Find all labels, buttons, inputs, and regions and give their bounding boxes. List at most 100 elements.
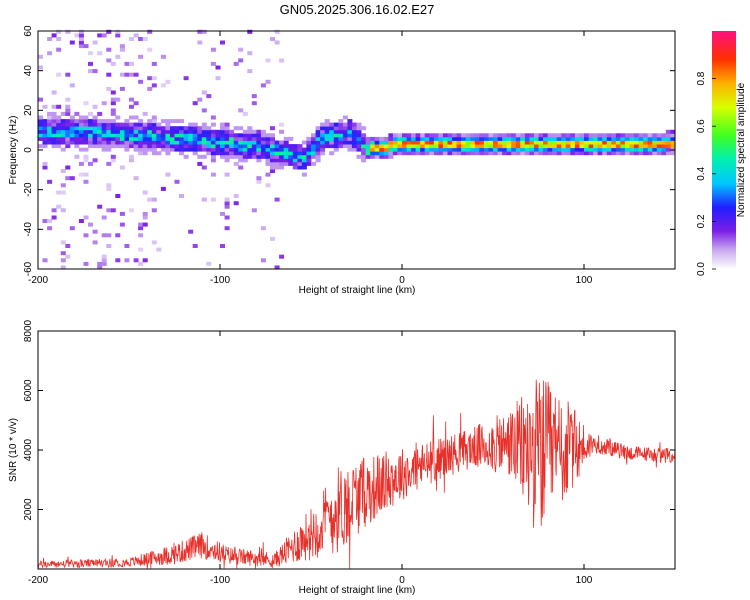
spectrogram-cell	[379, 136, 385, 141]
spectrogram-cell	[38, 129, 43, 134]
spectrogram-cell	[192, 144, 198, 149]
spectrogram-cell	[670, 151, 676, 156]
spectrogram-cell	[201, 108, 207, 113]
spectrogram-cell	[151, 133, 157, 138]
spectrogram-cell	[279, 140, 285, 145]
spectrogram-cell	[83, 44, 89, 49]
spectrogram-cell	[51, 33, 57, 38]
spectrogram-cell	[124, 72, 130, 77]
spectrogram-cell	[92, 115, 98, 120]
spectrogram-cell	[83, 158, 89, 163]
spectrogram-cell	[251, 144, 257, 149]
spectrogram-cell	[556, 144, 562, 149]
spectrogram-cell	[192, 147, 198, 152]
spectrogram-cell	[147, 126, 153, 131]
spectrogram-cell	[306, 140, 312, 145]
spectrogram-cell	[147, 119, 153, 124]
spectrogram-cell	[315, 133, 321, 138]
spectrogram-cell	[470, 136, 476, 141]
spectrogram-cell	[174, 133, 180, 138]
spectrogram-cell	[101, 129, 107, 134]
spectrogram-cell	[220, 133, 225, 138]
spectrogram-cell	[593, 144, 599, 149]
spectrogram-cell	[520, 151, 526, 156]
spectrogram-cell	[615, 144, 621, 149]
spectrogram-cell	[429, 140, 435, 145]
spectrogram-cell	[292, 154, 298, 159]
spectrogram-cell	[47, 51, 53, 56]
spectrogram-cell	[629, 144, 635, 149]
spectrogram-cell	[256, 133, 262, 138]
spectrogram-cell	[652, 140, 658, 145]
spectrogram-cell	[38, 144, 43, 149]
spectrogram-cell	[88, 69, 93, 74]
spectrogram-cell	[165, 140, 171, 145]
spectrogram-cell	[106, 208, 112, 213]
spectrogram-cell	[552, 136, 558, 141]
spectrogram-cell	[129, 140, 134, 145]
spectrogram-cell	[584, 133, 589, 138]
spectrogram-cell	[83, 233, 89, 238]
spectrogram-cell	[265, 140, 271, 145]
spectrogram-cell	[60, 183, 66, 188]
spectrogram-cell	[584, 147, 589, 152]
spectrogram-cell	[192, 136, 198, 141]
spectrogram-cell	[597, 144, 603, 149]
spectrogram-cell	[210, 122, 216, 127]
spectrogram-cell	[197, 154, 203, 159]
spectrogram-cell	[497, 147, 503, 152]
spectrogram-cell	[588, 133, 594, 138]
y-tick-label: 60	[23, 25, 34, 37]
spectrogram-cell	[229, 151, 235, 156]
spectrogram-cell	[488, 144, 494, 149]
spectrogram-cell	[256, 179, 262, 184]
spectrogram-cell	[433, 136, 439, 141]
spectrogram-cell	[47, 115, 53, 120]
spectrogram-cell	[119, 47, 125, 52]
spectrogram-cell	[611, 147, 617, 152]
spectrogram-cell	[170, 133, 175, 138]
spectrogram-cell	[38, 122, 43, 127]
spectrogram-cell	[379, 147, 385, 152]
spectrogram-cell	[624, 147, 630, 152]
spectrogram-cell	[447, 133, 453, 138]
spectrogram-cell	[347, 147, 353, 152]
spectrogram-cell	[374, 151, 380, 156]
spectrogram-cell	[411, 133, 417, 138]
spectrogram-cell	[101, 258, 107, 263]
spectrogram-cell	[547, 140, 553, 145]
spectrogram-cell	[220, 144, 225, 149]
spectrogram-cell	[151, 122, 157, 127]
spectrogram-cell	[602, 144, 608, 149]
spectrogram-cell	[92, 69, 98, 74]
colorbar-tick-label: 0.6	[696, 119, 707, 133]
spectrogram-cell	[415, 144, 421, 149]
spectrogram-cell	[406, 147, 412, 152]
spectrogram-cell	[565, 136, 571, 141]
spectrogram-cell	[292, 151, 298, 156]
spectrogram-cell	[324, 122, 330, 127]
spectrogram-cell	[361, 136, 367, 141]
spectrogram-cell	[333, 129, 339, 134]
spectrogram-cell	[56, 104, 62, 109]
spectrogram-cell	[597, 136, 603, 141]
spectrogram-cell	[347, 122, 353, 127]
spectrogram-cell	[361, 147, 367, 152]
spectrogram-cell	[311, 151, 316, 156]
spectrogram-cell	[210, 151, 216, 156]
spectrogram-cell	[247, 133, 253, 138]
y-tick-label: -40	[23, 222, 34, 237]
spectrogram-cell	[97, 111, 103, 116]
spectrogram-cell	[561, 136, 567, 141]
spectrogram-cell	[242, 129, 248, 134]
spectrogram-cell	[506, 140, 512, 145]
spectrogram-cell	[342, 115, 348, 120]
spectrogram-cell	[215, 129, 221, 134]
spectrogram-cell	[606, 147, 612, 152]
spectrogram-cell	[306, 158, 312, 163]
spectrogram-cell	[38, 115, 43, 120]
spectrogram-cell	[511, 147, 517, 152]
spectrogram-cell	[465, 147, 471, 152]
spectrogram-cell	[342, 126, 348, 131]
